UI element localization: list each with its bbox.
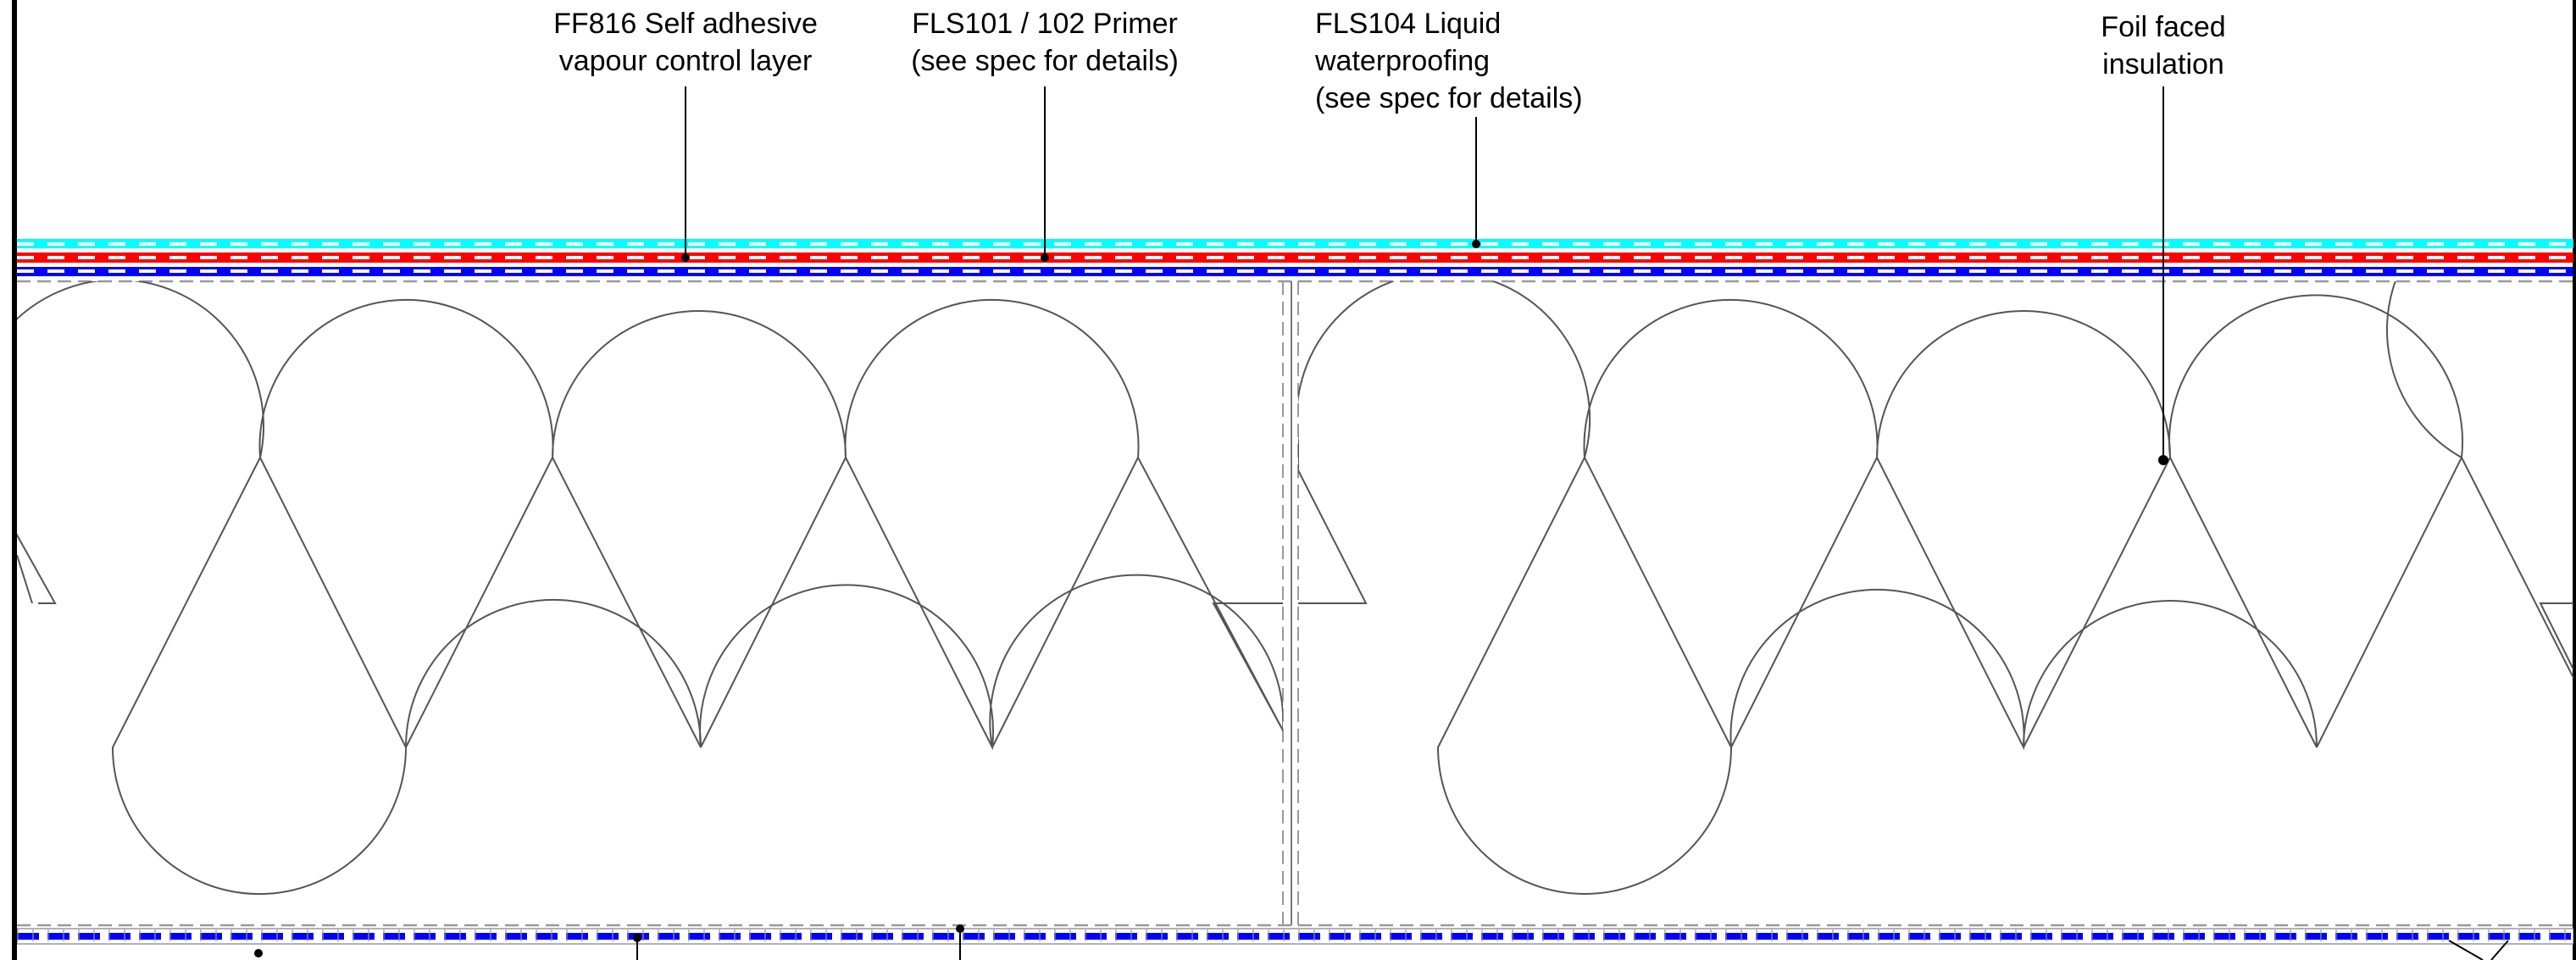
primer-callout-line-2: (see spec for details) bbox=[911, 45, 1179, 77]
vcl-callout-line-1: FF816 Self adhesive bbox=[553, 8, 818, 40]
liquid-leader-dot bbox=[1472, 240, 1480, 248]
lower-leader-1-dot bbox=[633, 934, 641, 942]
insulation-leader-dot bbox=[2158, 455, 2168, 465]
insulation-symbol-right bbox=[1298, 281, 2573, 895]
liquid-callout-line-3: (see spec for details) bbox=[1315, 82, 1583, 114]
liquid-waterproofing-layer bbox=[17, 239, 2573, 248]
lower-leader-4 bbox=[2448, 940, 2484, 960]
insulation-callout-label: Foil faced insulation bbox=[2019, 8, 2307, 83]
primer-callout-line-1: FLS101 / 102 Primer bbox=[912, 8, 1178, 40]
primer-layer bbox=[17, 252, 2573, 263]
vcl-leader-dot bbox=[681, 253, 690, 262]
primer-leader-dot bbox=[1041, 253, 1049, 262]
lower-leader-3-dot bbox=[254, 949, 263, 957]
liquid-callout-line-1: FLS104 Liquid bbox=[1315, 8, 1502, 40]
vcl-callout-line-2: vapour control layer bbox=[558, 45, 813, 77]
lower-leader-2-dot bbox=[956, 924, 964, 933]
primer-callout-label: FLS101 / 102 Primer (see spec for detail… bbox=[867, 5, 1223, 80]
insulation-symbol-left bbox=[17, 281, 1283, 895]
vcl-callout-label: FF816 Self adhesive vapour control layer bbox=[508, 5, 863, 80]
liquid-callout-line-2: waterproofing bbox=[1315, 45, 1491, 77]
insulation-callout-line-1: Foil faced bbox=[2101, 11, 2226, 43]
lower-leader-5 bbox=[2490, 940, 2509, 960]
vapour-control-layer bbox=[17, 267, 2573, 276]
liquid-callout-label: FLS104 Liquid waterproofing (see spec fo… bbox=[1315, 5, 1671, 117]
insulation-callout-line-2: insulation bbox=[2102, 48, 2224, 80]
hatched-deck-layer bbox=[17, 928, 2573, 945]
